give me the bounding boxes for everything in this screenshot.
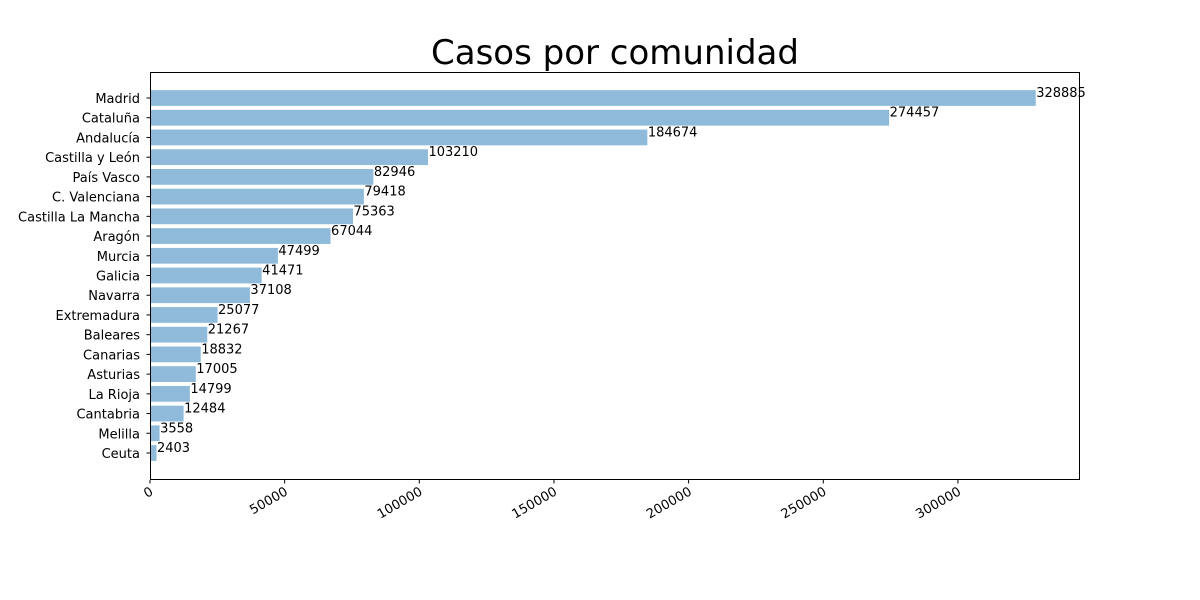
bar-ceuta	[150, 445, 157, 461]
x-tick-label: 0	[141, 484, 156, 501]
bar-murcia	[150, 247, 278, 264]
y-tick-label: Murcia	[97, 250, 140, 265]
x-tick-label: 50000	[247, 484, 290, 518]
data-label: 17005	[196, 362, 237, 377]
data-label: 75363	[353, 204, 394, 219]
data-label: 18832	[201, 342, 242, 357]
y-tick-label: País Vasco	[73, 171, 141, 186]
y-tick-label: Cantabria	[76, 408, 140, 423]
y-tick-label: Melilla	[98, 427, 140, 442]
data-label: 82946	[374, 165, 415, 180]
bar-asturias	[150, 366, 196, 382]
bar-extremadura	[150, 307, 218, 323]
y-axis: Madrid Cataluña Andalucía Castilla y León Pa…	[18, 92, 150, 462]
x-tick-label: 150000	[509, 484, 559, 522]
bar-melilla	[150, 425, 160, 442]
bar-castilla-la-mancha	[150, 208, 353, 225]
y-tick-label: Galicia	[96, 270, 140, 285]
data-label: 47499	[278, 244, 319, 259]
data-labels-group: 328885 274457 184674 103210 82946 79418 75363 6…	[157, 86, 1086, 456]
y-tick-label: Canarias	[83, 348, 140, 363]
data-label: 67044	[331, 224, 372, 239]
data-label: 103210	[428, 145, 478, 160]
data-label: 12484	[184, 402, 225, 417]
y-tick-label: C. Valenciana	[52, 191, 140, 206]
bar-andaluc-a	[150, 129, 648, 146]
y-tick-label: Madrid	[95, 92, 140, 107]
data-label: 328885	[1036, 86, 1086, 101]
x-tick-label: 250000	[779, 484, 829, 522]
data-label: 37108	[250, 283, 291, 298]
bar-la-rioja	[150, 385, 190, 402]
bar-madrid	[150, 90, 1036, 106]
bars-group	[150, 90, 1036, 461]
bar-navarra	[150, 287, 250, 304]
data-label: 274457	[890, 106, 940, 121]
data-label: 3558	[160, 421, 193, 436]
x-axis: 0 50000 100000 150000 200000 250000 300000	[141, 480, 964, 522]
y-tick-label: Extremadura	[56, 309, 141, 324]
y-tick-label: Andalucía	[76, 131, 140, 146]
data-label: 14799	[190, 382, 231, 397]
data-label: 21267	[208, 323, 249, 338]
y-tick-label: Cataluña	[82, 112, 140, 127]
y-tick-label: Navarra	[88, 289, 140, 304]
x-tick-label: 100000	[375, 484, 425, 522]
data-label: 2403	[157, 441, 190, 456]
y-tick-label: Aragón	[93, 230, 140, 245]
bar-cantabria	[150, 405, 184, 422]
bar-pa-s-vasco	[150, 169, 374, 185]
bar-canarias	[150, 346, 201, 363]
x-tick-label: 200000	[644, 484, 694, 522]
plot-frame	[150, 72, 1080, 480]
bar-baleares	[150, 326, 208, 343]
data-label: 41471	[262, 264, 303, 279]
data-label: 79418	[364, 185, 405, 200]
y-tick-label: Ceuta	[102, 447, 140, 462]
bar-castilla-y-le-n	[150, 149, 428, 166]
y-tick-label: Castilla La Mancha	[18, 210, 140, 225]
y-tick-label: Castilla y León	[45, 151, 140, 166]
y-tick-label: Baleares	[84, 329, 141, 344]
bar-galicia	[150, 267, 262, 284]
x-tick-label: 300000	[913, 484, 963, 522]
bar-arag-n	[150, 228, 331, 244]
bar-c-valenciana	[150, 188, 364, 205]
chart-title: Casos por comunidad	[431, 33, 799, 73]
y-tick-label: Asturias	[87, 368, 140, 383]
data-label: 184674	[648, 125, 698, 140]
bar-catalu-a	[150, 109, 890, 126]
data-label: 25077	[218, 303, 259, 318]
y-tick-label: La Rioja	[88, 388, 140, 403]
